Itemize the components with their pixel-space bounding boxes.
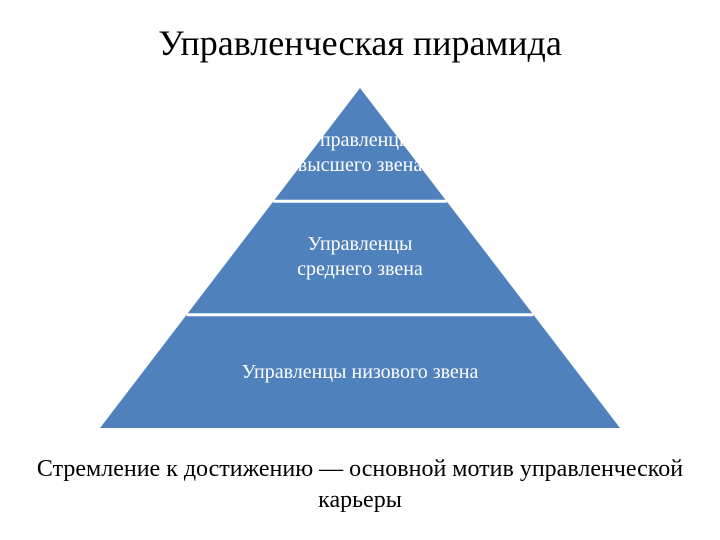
page-title: Управленческая пирамида bbox=[0, 22, 720, 64]
slide: Управленческая пирамида Управленцывысшег… bbox=[0, 0, 720, 540]
pyramid-shape bbox=[100, 88, 620, 428]
pyramid-svg bbox=[100, 88, 620, 428]
caption-text: Стремление к достижению — основной мотив… bbox=[0, 454, 720, 516]
pyramid-diagram: Управленцывысшего звена Управленцысредне… bbox=[100, 88, 620, 428]
